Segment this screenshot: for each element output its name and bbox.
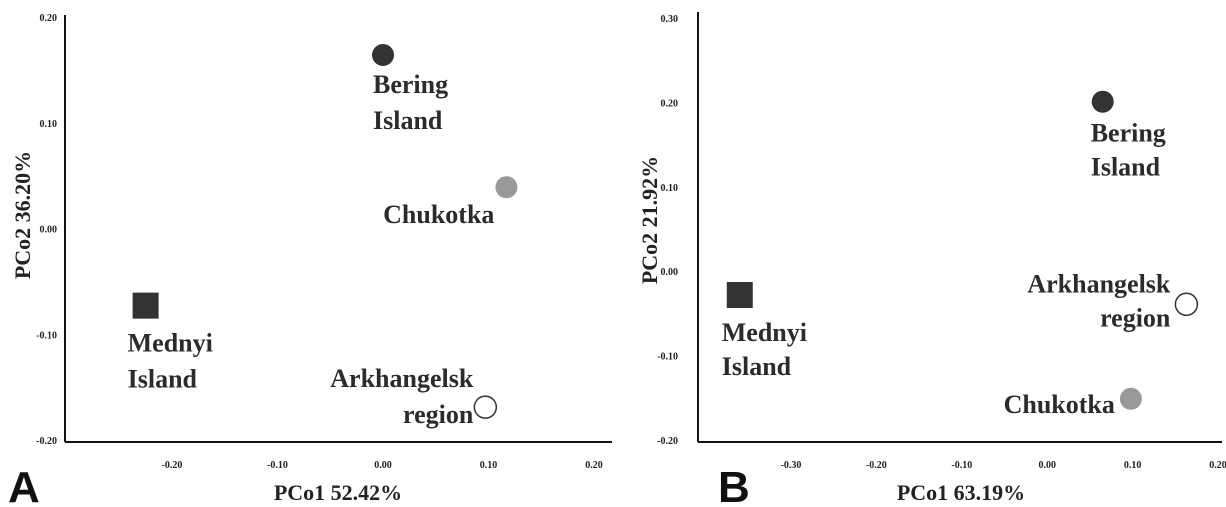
x-tick-label: -0.10	[951, 460, 972, 471]
y-tick-label: -0.20	[657, 436, 678, 447]
point-label: Island	[373, 106, 443, 135]
point-label: Bering	[373, 70, 448, 99]
point-label: Island	[128, 365, 198, 394]
y-tick-label: 0.20	[40, 13, 58, 24]
y-axis-title: PCo2 36.20%	[10, 151, 35, 279]
y-tick-label: -0.10	[36, 330, 57, 341]
x-tick-label: -0.10	[267, 460, 288, 471]
x-tick-label: 0.10	[480, 460, 498, 471]
point-label: region	[1100, 303, 1171, 332]
point-label: Bering	[1091, 119, 1166, 148]
point-label: Mednyi	[128, 329, 213, 358]
panel-letter: B	[718, 463, 750, 507]
point-label: Arkhangelsk	[1027, 269, 1171, 298]
y-tick-label: 0.20	[661, 98, 679, 109]
x-axis-title: PCo1 63.19%	[897, 480, 1025, 505]
x-tick-label: -0.20	[162, 460, 183, 471]
x-tick-label: 0.20	[585, 460, 603, 471]
y-tick-label: -0.20	[36, 436, 57, 447]
y-tick-label: 0.30	[661, 14, 679, 25]
y-axis-title: PCo2 21.92%	[637, 156, 662, 284]
point-label: Island	[1091, 153, 1161, 182]
point-label: Arkhangelsk	[330, 364, 474, 393]
y-tick-label: -0.10	[657, 352, 678, 363]
x-tick-label: 0.00	[1038, 460, 1056, 471]
point-label: Mednyi	[722, 318, 807, 347]
y-tick-label: 0.10	[661, 183, 679, 194]
point-label: Chukotka	[1004, 390, 1115, 419]
point-label: region	[403, 400, 474, 429]
data-point-square	[726, 281, 753, 308]
panel-a: 0.20 0.10 0.00 -0.10 -0.20 -0.20 -0.10 0.00 0.10…	[8, 13, 612, 507]
x-tick-label: 0.20	[1209, 460, 1226, 471]
x-tick-label: 0.10	[1124, 460, 1142, 471]
panel-b: 0.30 0.20 0.10 0.00 -0.10 -0.20 -0.30 -0.20 -0.1…	[637, 12, 1226, 507]
data-point-square	[132, 292, 159, 319]
x-tick-label: -0.20	[866, 460, 887, 471]
point-label: Chukotka	[383, 200, 494, 229]
panel-letter: A	[8, 463, 40, 507]
data-point-circle	[1174, 292, 1199, 317]
y-tick-label: 0.00	[661, 267, 679, 278]
x-tick-label: 0.00	[374, 460, 392, 471]
data-point-circle	[495, 176, 518, 199]
y-tick-label: 0.00	[40, 225, 58, 236]
x-axis-title: PCo1 52.42%	[274, 480, 402, 505]
y-tick-label: 0.10	[40, 119, 58, 130]
data-point-circle	[1091, 90, 1114, 113]
data-point-circle	[1119, 387, 1142, 410]
point-label: Island	[722, 352, 792, 381]
data-point-circle	[473, 395, 498, 419]
x-tick-label: -0.30	[781, 460, 802, 471]
data-point-circle	[372, 44, 394, 67]
